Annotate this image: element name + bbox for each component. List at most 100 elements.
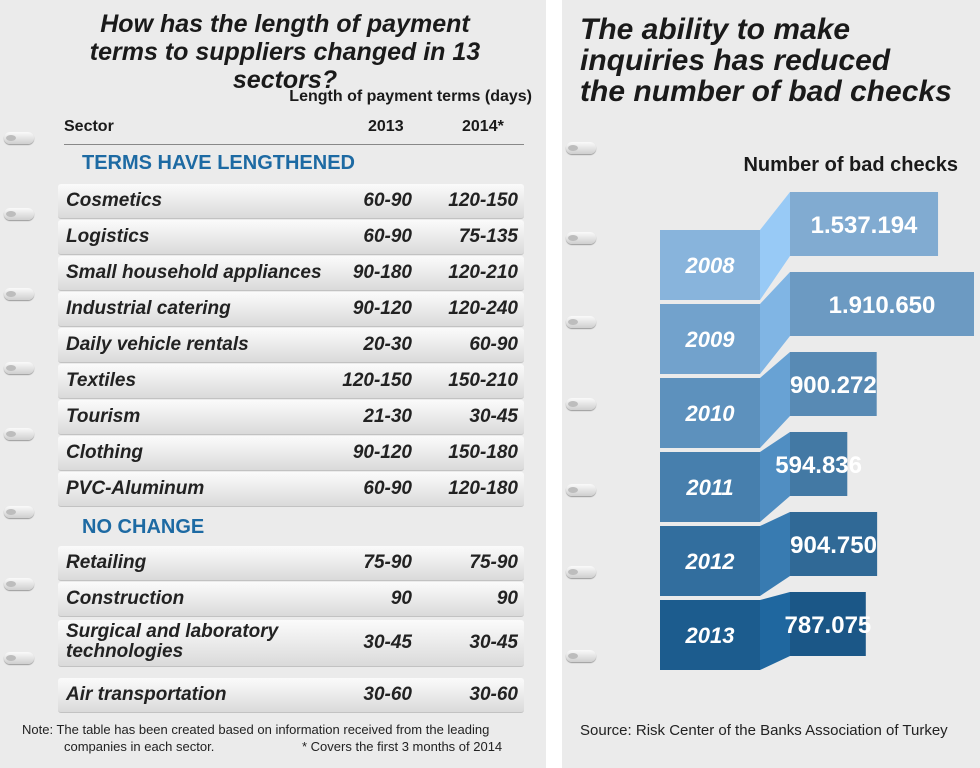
terms-2014: 75-90 xyxy=(469,552,518,573)
table-row: Industrial catering 90-120 120-240 xyxy=(58,292,524,327)
terms-2013: 90-120 xyxy=(352,298,412,319)
terms-2014: 120-180 xyxy=(448,478,518,499)
bar xyxy=(790,592,866,656)
value-label: 1.537.194 xyxy=(811,212,918,239)
binder-ring-icon xyxy=(4,132,34,144)
terms-2013: 20-30 xyxy=(363,334,412,355)
title-line: the number of bad checks xyxy=(580,75,952,108)
value-label: 900.272 xyxy=(790,372,877,399)
year-block xyxy=(660,526,760,596)
column-header-sector: Sector xyxy=(64,118,114,135)
terms-2013: 75-90 xyxy=(363,552,412,573)
title-line: terms to suppliers changed in 13 sectors… xyxy=(89,38,481,94)
terms-2013: 60-90 xyxy=(363,226,412,247)
bar-connector xyxy=(760,432,790,522)
binder-ring-icon xyxy=(4,362,34,374)
table-row: Daily vehicle rentals 20-30 60-90 xyxy=(58,328,524,363)
sector-name: Air transportation xyxy=(66,684,227,705)
year-label: 2009 xyxy=(685,327,736,352)
sector-name: Construction xyxy=(66,588,185,609)
terms-2013: 120-150 xyxy=(342,370,412,391)
bar-connector xyxy=(760,192,790,300)
sector-name: Tourism xyxy=(66,406,141,427)
terms-2013: 30-45 xyxy=(363,632,412,653)
year-block xyxy=(660,378,760,448)
binder-ring-icon xyxy=(566,650,596,662)
binder-ring-icon xyxy=(566,316,596,328)
value-label: 1.910.650 xyxy=(829,292,936,319)
section-no-change: NO CHANGE xyxy=(82,516,205,538)
footnote-2014: * Covers the first 3 months of 2014 xyxy=(302,739,503,754)
sector-name: Surgical and laboratory technologies xyxy=(66,621,279,662)
title-line: How has the length of payment xyxy=(100,10,470,38)
table-row: PVC-Aluminum 60-90 120-180 xyxy=(58,472,524,507)
value-label: 787.075 xyxy=(785,612,872,639)
terms-2014: 150-180 xyxy=(448,442,518,463)
table-row: Clothing 90-120 150-180 xyxy=(58,436,524,471)
terms-2013: 90-120 xyxy=(352,442,412,463)
terms-2014: 75-135 xyxy=(458,226,518,247)
bar-connector xyxy=(760,352,790,448)
year-label: 2013 xyxy=(685,623,735,648)
year-block xyxy=(660,230,760,300)
bar xyxy=(790,352,877,416)
chart-title: Number of bad checks xyxy=(743,154,958,176)
terms-2014: 120-210 xyxy=(448,262,518,283)
binder-ring-icon xyxy=(4,288,34,300)
title-line: The ability to make xyxy=(580,13,851,46)
terms-2014: 30-45 xyxy=(469,632,518,653)
terms-2013: 30-60 xyxy=(363,684,412,705)
binder-ring-icon xyxy=(4,652,34,664)
table-row: Textiles 120-150 150-210 xyxy=(58,364,524,399)
bar xyxy=(790,512,878,576)
column-header-2013: 2013 xyxy=(368,118,404,135)
sector-name: Logistics xyxy=(66,226,150,247)
bar xyxy=(790,432,848,496)
source-note: Source: Risk Center of the Banks Associa… xyxy=(580,722,948,739)
binder-ring-icon xyxy=(566,142,596,154)
terms-2014: 120-150 xyxy=(448,190,518,211)
sector-name: Small household appliances xyxy=(66,262,322,283)
sector-name: Textiles xyxy=(66,370,137,391)
year-block xyxy=(660,304,760,374)
table-row: Retailing 75-90 75-90 xyxy=(58,546,524,581)
bad-checks-title: The ability to make inquiries has reduce… xyxy=(580,14,980,107)
binder-ring-icon xyxy=(566,398,596,410)
terms-2013: 90-180 xyxy=(352,262,412,283)
terms-2013: 90 xyxy=(390,588,412,609)
binder-ring-icon xyxy=(566,566,596,578)
sector-name: Daily vehicle rentals xyxy=(66,334,249,355)
title-line: inquiries has reduced xyxy=(580,44,891,77)
year-label: 2012 xyxy=(685,549,736,574)
bar-connector xyxy=(760,512,790,596)
table-row: Construction 90 90 xyxy=(58,582,524,617)
year-label: 2011 xyxy=(685,475,733,500)
binder-ring-icon xyxy=(4,578,34,590)
sector-name: PVC-Aluminum xyxy=(66,478,205,499)
value-label: 904.750 xyxy=(790,532,877,559)
payment-terms-panel: How has the length of payment terms to s… xyxy=(0,0,546,768)
binder-ring-icon xyxy=(566,484,596,496)
year-label: 2010 xyxy=(685,401,736,426)
sector-name: Cosmetics xyxy=(66,190,163,211)
column-header-2014: 2014* xyxy=(462,118,504,135)
binder-ring-icon xyxy=(4,208,34,220)
bar xyxy=(790,192,939,256)
table-row: Logistics 60-90 75-135 xyxy=(58,220,524,255)
bar xyxy=(790,272,974,336)
section-terms-lengthened: TERMS HAVE LENGTHENED xyxy=(82,152,355,174)
table-row: Cosmetics 60-90 120-150 xyxy=(58,184,524,219)
bar-connector xyxy=(760,592,790,670)
bad-checks-panel: The ability to make inquiries has reduce… xyxy=(562,0,980,768)
value-label: 594.836 xyxy=(775,452,862,479)
binder-ring-icon xyxy=(4,506,34,518)
terms-2013: 60-90 xyxy=(363,190,412,211)
sector-name: Retailing xyxy=(66,552,147,573)
terms-2014: 30-45 xyxy=(469,406,518,427)
binder-ring-icon xyxy=(566,232,596,244)
table-row: Small household appliances 90-180 120-21… xyxy=(58,256,524,291)
sector-name: Industrial catering xyxy=(66,298,231,319)
payment-terms-title: How has the length of payment terms to s… xyxy=(40,10,530,94)
terms-2013: 21-30 xyxy=(363,406,412,427)
table-row: Tourism 21-30 30-45 xyxy=(58,400,524,435)
